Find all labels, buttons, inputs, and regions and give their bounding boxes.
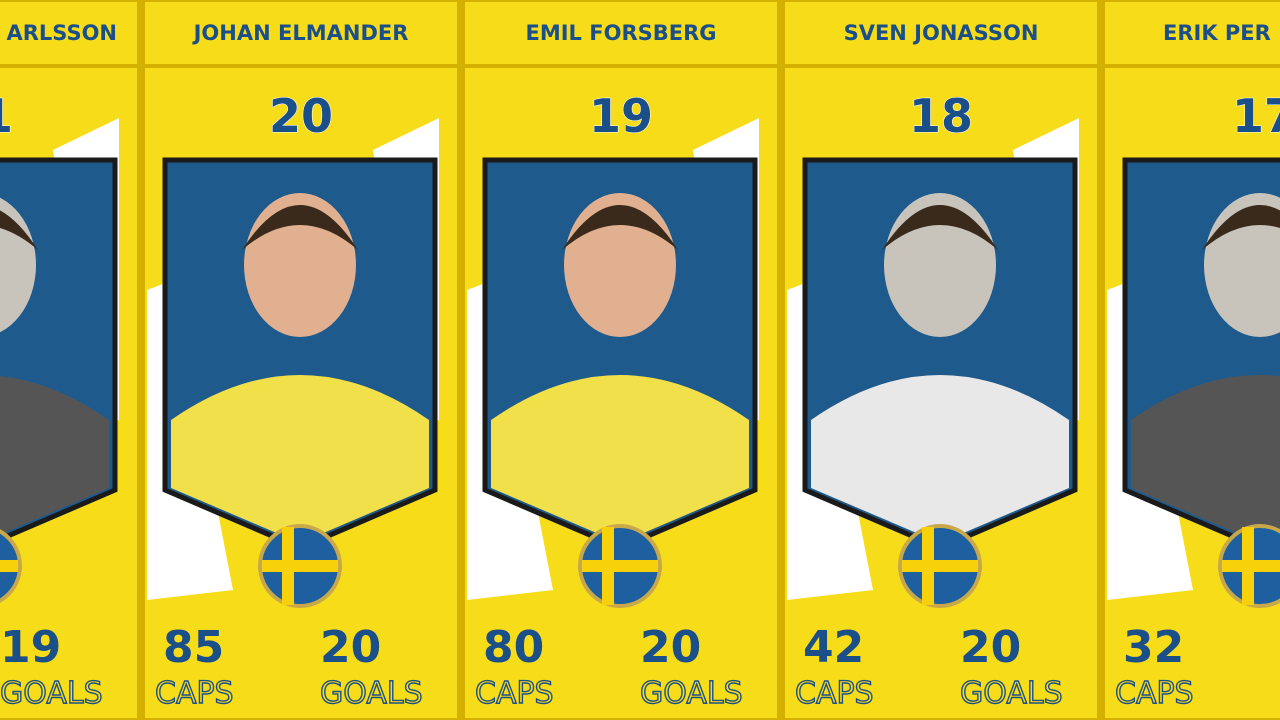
player-hair <box>1202 205 1280 250</box>
player-name: ARLSSON <box>6 21 117 45</box>
rank: 17 <box>1232 89 1280 143</box>
card-header <box>1101 0 1280 68</box>
rank: 19 <box>589 89 653 143</box>
player-shirt <box>491 375 749 543</box>
player-shirt <box>0 376 109 535</box>
caps-value: 32 <box>1123 622 1184 673</box>
goals-label: GOALS <box>640 676 743 711</box>
caps-value: 85 <box>163 622 224 673</box>
flag-cross <box>902 560 978 572</box>
player-hair <box>882 205 998 250</box>
goals-value: 20 <box>640 622 701 673</box>
flag-cross <box>262 560 338 572</box>
player-name: SVEN JONASSON <box>844 21 1039 45</box>
card-header <box>0 0 141 68</box>
flag-cross <box>0 560 18 572</box>
card-header <box>461 0 781 68</box>
rank: 1 <box>0 89 13 143</box>
goals-value: 20 <box>960 622 1021 673</box>
player-shirt <box>171 375 429 543</box>
caps-value: 80 <box>483 622 544 673</box>
player-name: ERIK PER <box>1163 21 1271 45</box>
player-hair <box>0 210 38 250</box>
player-name: JOHAN ELMANDER <box>192 21 409 45</box>
card-header <box>781 0 1101 68</box>
caps-label: CAPS <box>795 676 874 711</box>
player-hair <box>562 205 678 250</box>
caps-value: 42 <box>803 622 864 673</box>
flag-cross <box>582 560 658 572</box>
player-hair <box>242 205 358 250</box>
player-shirt <box>811 375 1069 543</box>
player-shirt <box>1131 375 1280 543</box>
goals-label: GOALS <box>960 676 1063 711</box>
goals-value: 19 <box>0 622 61 673</box>
player-head <box>0 197 36 333</box>
caps-label: CAPS <box>1115 676 1194 711</box>
caps-label: CAPS <box>475 676 554 711</box>
goals-label: GOALS <box>320 676 423 711</box>
goals-value: 20 <box>320 622 381 673</box>
rank: 20 <box>269 89 333 143</box>
caps-label: CAPS <box>155 676 234 711</box>
rank: 18 <box>909 89 973 143</box>
player-name: EMIL FORSBERG <box>526 21 717 45</box>
goals-label: GOALS <box>0 676 103 711</box>
flag-cross <box>1222 560 1280 572</box>
card-header <box>141 0 461 68</box>
